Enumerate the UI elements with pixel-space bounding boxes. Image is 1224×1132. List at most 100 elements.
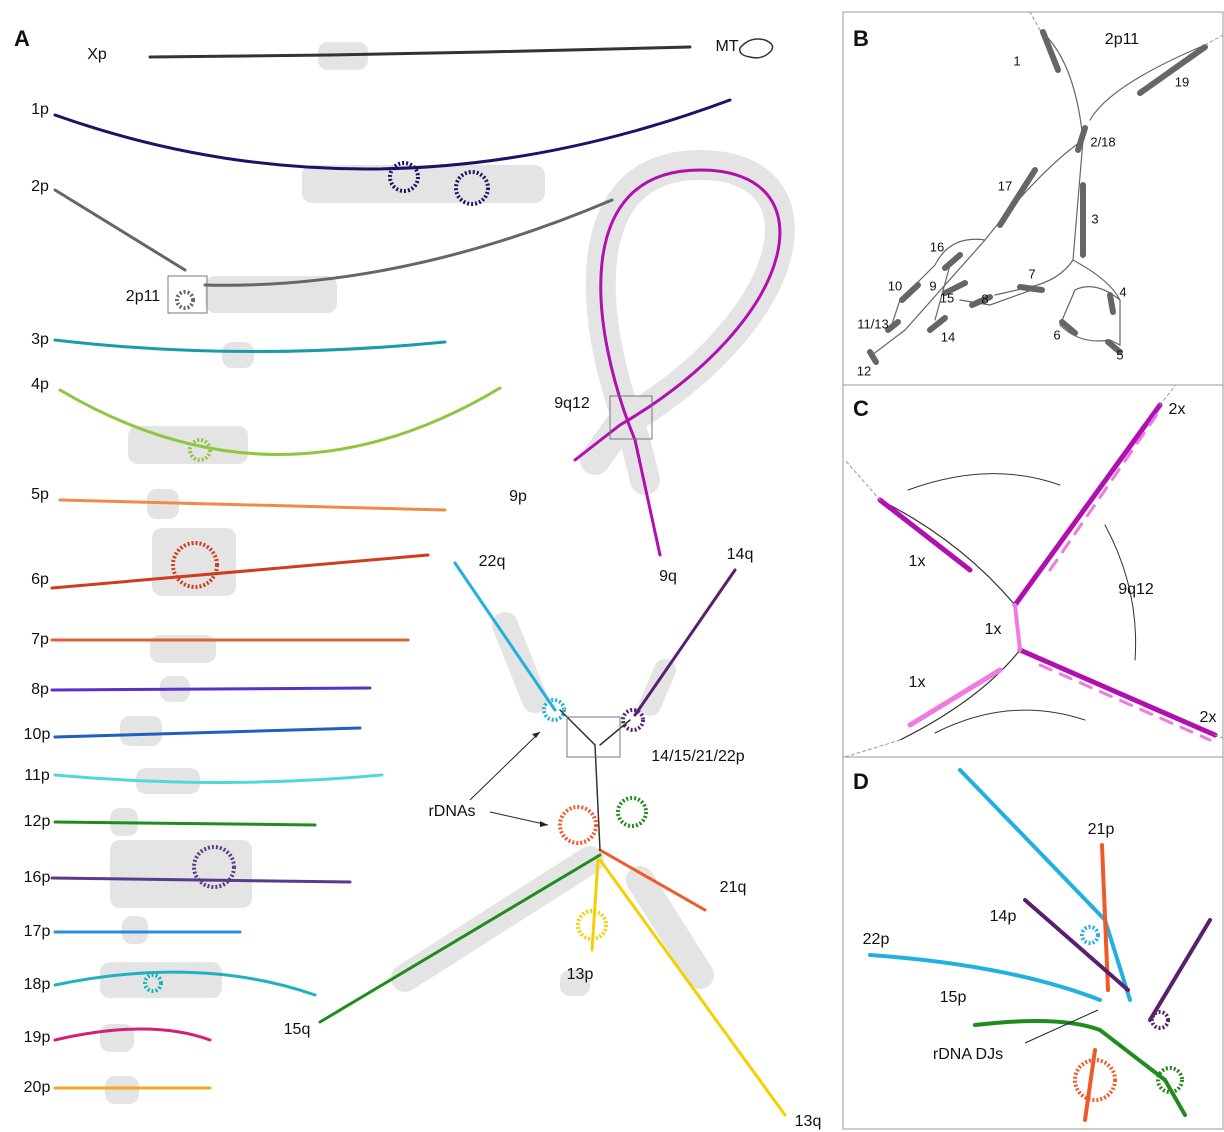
node-label: 17: [998, 178, 1012, 193]
node-label: 9p: [509, 488, 527, 505]
graph-edge: [203, 198, 614, 287]
highlight: [492, 612, 548, 713]
node-label: 17p: [24, 923, 51, 940]
highlight: [105, 1076, 139, 1104]
graph-edge: [50, 876, 352, 884]
graph-edge: [53, 773, 384, 784]
graph-edge: [1059, 319, 1078, 336]
graph-edge: [1148, 918, 1212, 1022]
tangle: [175, 290, 195, 310]
tangle: [542, 698, 566, 722]
graph-edge: [573, 168, 782, 557]
panel-b-frame: [842, 11, 1224, 386]
node-label: 15: [940, 290, 954, 305]
node-label: 1: [1013, 53, 1020, 68]
node-label: 2x: [1200, 709, 1217, 726]
graph-edge: [1040, 29, 1061, 73]
graph-edge: [889, 238, 986, 331]
node-label: 9q: [659, 568, 677, 585]
graph-edge: [959, 286, 1041, 306]
arrow: [1024, 1009, 1099, 1044]
tangle: [143, 973, 163, 993]
node-label: 16p: [24, 869, 51, 886]
node-label: 12p: [24, 813, 51, 830]
node-label: 13p: [567, 966, 594, 983]
tangle: [388, 161, 420, 193]
node-label: 15q: [284, 1021, 311, 1038]
node-label: 4p: [31, 376, 49, 393]
node-label: 9: [929, 278, 936, 293]
graph-edge: [879, 499, 1021, 741]
graph-edge: [1107, 292, 1116, 315]
arrow: [469, 731, 549, 826]
highlight: [150, 635, 216, 663]
graph-edge: [885, 319, 901, 333]
graph-edge: [1038, 663, 1212, 742]
node-label: 10p: [24, 726, 51, 743]
node-label: 12: [857, 363, 871, 378]
node-label: 19: [1175, 74, 1189, 89]
graph-edge: [1137, 44, 1208, 96]
tangle: [188, 438, 212, 462]
graph-edge: [1075, 125, 1088, 153]
tangle: [576, 909, 608, 941]
highlight: [152, 528, 236, 596]
graph-edge: [868, 953, 1102, 1002]
graph-edge: [598, 858, 787, 1117]
node-label: 22p: [863, 931, 890, 948]
graph-edge: [942, 280, 968, 296]
zoom-box: [566, 716, 621, 758]
panel-letter: D: [853, 769, 869, 794]
node-label: 1x: [985, 621, 1002, 638]
node-label: 15p: [940, 989, 967, 1006]
dashed-edge: [844, 385, 1224, 758]
zoom-box: [167, 275, 208, 314]
node-label: 20p: [24, 1079, 51, 1096]
tangle: [621, 708, 645, 732]
node-label: rDNA DJs: [933, 1046, 1003, 1063]
graph-edge: [148, 45, 692, 59]
panel-c-frame: [842, 384, 1224, 758]
node-label: Xp: [87, 46, 107, 63]
highlight: [100, 962, 222, 998]
node-label: 8: [981, 291, 988, 306]
node-label: rDNAs: [428, 803, 475, 820]
panel-letter: B: [853, 26, 869, 51]
graph-edge: [50, 553, 430, 590]
node-label: 8p: [31, 681, 49, 698]
node-label: 7p: [31, 631, 49, 648]
graph-edge: [877, 497, 973, 573]
highlight: [110, 840, 252, 908]
tangle: [616, 796, 648, 828]
graph-edge: [53, 188, 187, 272]
graph-edge: [559, 709, 631, 851]
graph-edge: [899, 282, 921, 303]
node-label: 2p11: [126, 288, 161, 305]
node-label: 6p: [31, 571, 49, 588]
graph-edge: [942, 252, 963, 271]
node-label: 9q12: [554, 395, 590, 412]
node-label: 1x: [909, 553, 926, 570]
node-label: 14p: [990, 908, 1017, 925]
graph-edge: [58, 498, 447, 512]
graph-edge: [907, 667, 1003, 728]
node-label: 4: [1119, 284, 1126, 299]
node-label: 3p: [31, 331, 49, 348]
graph-edge: [973, 1019, 1187, 1117]
node-label: 13q: [795, 1113, 822, 1130]
node-label: 5p: [31, 486, 49, 503]
graph-edge: [927, 315, 948, 333]
highlight: [626, 866, 714, 989]
graph-edge: [53, 970, 317, 997]
flow-arrow: [907, 473, 1061, 491]
node-label: MT: [715, 38, 738, 55]
graph-edge: [1023, 898, 1130, 992]
graph-edge: [867, 349, 879, 365]
graph-edge: [1012, 402, 1163, 608]
highlight: [580, 149, 795, 495]
graph-edge: [598, 848, 707, 912]
tangle: [1073, 1058, 1117, 1102]
graph-edge: [50, 686, 372, 692]
zoom-box: [609, 395, 653, 440]
